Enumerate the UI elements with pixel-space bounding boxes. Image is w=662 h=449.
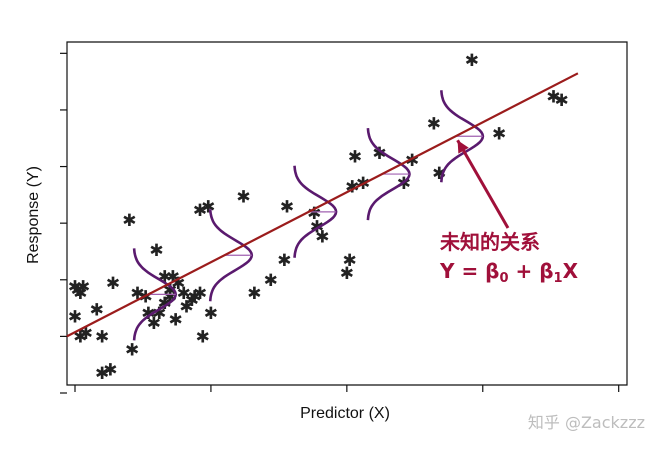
data-point-40: ✱ [280,198,294,218]
data-point-13: ✱ [125,341,139,361]
data-point-20: ✱ [158,267,172,287]
data-point-8: ✱ [95,364,109,384]
data-point-56: ✱ [554,91,568,111]
annotation-title: 未知的关系 [440,230,540,254]
data-point-10: ✱ [95,327,109,347]
data-point-52: ✱ [427,114,441,134]
data-point-55: ✱ [546,88,560,108]
data-point-0: ✱ [68,277,82,297]
data-point-31: ✱ [193,284,207,304]
data-point-26: ✱ [168,311,182,331]
data-point-30: ✱ [187,287,201,307]
y-axis-label: Response (Y) [25,166,42,264]
density-curves [132,90,485,341]
arrow-shaft [456,139,510,229]
data-point-1: ✱ [71,281,85,301]
data-point-17: ✱ [147,314,161,334]
data-point-44: ✱ [345,178,359,198]
data-point-28: ✱ [179,297,193,317]
data-point-3: ✱ [76,277,90,297]
data-point-34: ✱ [196,327,210,347]
data-point-36: ✱ [236,188,250,208]
plot-frame [66,41,628,386]
formula-prefix: Y = β [439,259,499,283]
data-point-9: ✱ [103,361,117,381]
data-point-29: ✱ [185,291,199,311]
data-point-2: ✱ [73,284,87,304]
data-point-38: ✱ [264,271,278,291]
data-point-15: ✱ [139,287,153,307]
arrow-head [457,140,469,154]
data-point-33: ✱ [193,201,207,221]
data-point-18: ✱ [152,304,166,324]
annotation-arrow [456,139,510,229]
data-point-11: ✱ [106,274,120,294]
data-point-57: ✱ [465,51,479,71]
axes [60,41,628,394]
formula-suffix: X [563,259,579,283]
data-point-19: ✱ [149,241,163,261]
data-point-7: ✱ [90,301,104,321]
data-point-4: ✱ [68,307,82,327]
watermark: 知乎 @Zackzzz [528,413,645,432]
formula-subscript-1: 1 [554,271,563,286]
data-point-46: ✱ [340,264,354,284]
data-point-45: ✱ [342,251,356,271]
x-axis-label: Predictor (X) [300,405,390,422]
data-point-39: ✱ [277,251,291,271]
density-curve-2 [293,165,338,258]
data-point-22: ✱ [163,287,177,307]
data-point-41: ✱ [307,204,321,224]
data-point-12: ✱ [122,211,136,231]
data-point-27: ✱ [177,284,191,304]
data-points: ✱✱✱✱✱✱✱✱✱✱✱✱✱✱✱✱✱✱✱✱✱✱✱✱✱✱✱✱✱✱✱✱✱✱✱✱✱✱✱✱… [68,51,569,384]
density-curve-4 [440,90,485,183]
data-point-35: ✱ [204,304,218,324]
data-point-37: ✱ [247,284,261,304]
data-point-43: ✱ [315,227,329,247]
formula-mid: + β [509,259,554,283]
data-point-54: ✱ [492,124,506,144]
data-point-47: ✱ [348,148,362,168]
density-curve-0 [132,248,178,341]
formula-subscript-0: 0 [499,271,508,286]
annotation-formula: Y = β0 + β1X [439,259,579,286]
data-point-53: ✱ [432,164,446,184]
regression-line [66,72,579,338]
density-curve-3 [366,127,411,221]
data-point-49: ✱ [372,144,386,164]
